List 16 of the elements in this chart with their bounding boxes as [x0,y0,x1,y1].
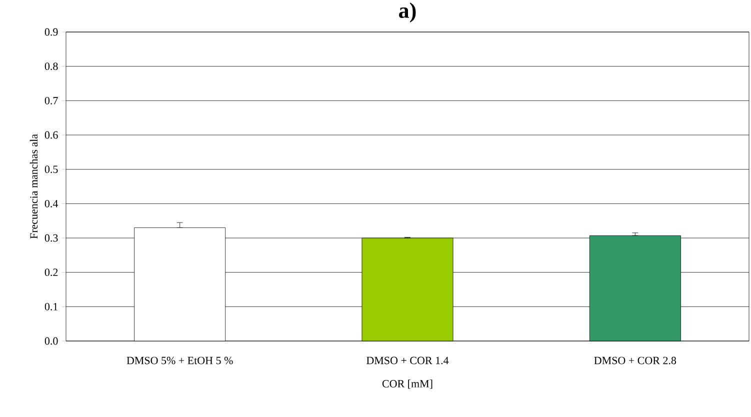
y-tick-label: 0.2 [44,268,58,276]
x-tick-label: DMSO + COR 1.4 [366,356,449,364]
y-tick-label: 0.5 [44,166,58,174]
x-axis-title: COR [mM] [382,380,432,389]
x-tick-label: DMSO + COR 2.8 [594,356,676,364]
x-tick-label: DMSO 5% + EtOH 5 % [126,356,233,364]
y-tick-label: 0.1 [44,302,58,310]
y-axis-title: Frecuencia manchas ala [30,134,38,239]
y-tick-label: 0.8 [44,62,58,70]
y-tick-label: 0.3 [44,234,58,242]
chart-title: a) [399,2,416,22]
y-tick-label: 0.0 [44,337,58,345]
y-tick-label: 0.6 [44,131,58,139]
y-tick-label: 0.9 [44,28,58,36]
y-tick-label: 0.4 [44,200,58,208]
y-tick-label: 0.7 [44,96,58,104]
